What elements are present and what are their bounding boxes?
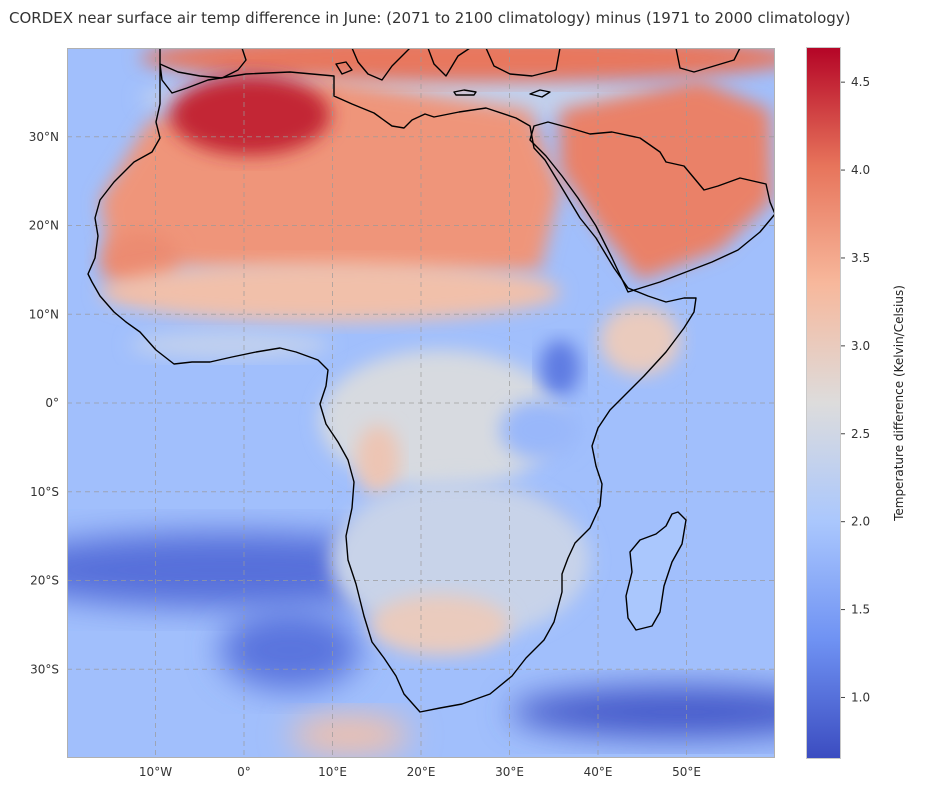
x-axis-ticks: 10°W 0° 10°E 20°E 30°E 40°E 50°E (139, 765, 701, 779)
colorbar-ticks: 1.0 1.5 2.0 2.5 3.0 3.5 4.0 4.5 (841, 75, 870, 704)
field-region-southern-africa (330, 480, 590, 640)
colorbar-frame (806, 47, 841, 759)
x-tick-label: 0° (237, 765, 251, 779)
coastlines (87, 48, 775, 713)
gridlines (67, 48, 775, 758)
colorbar-gradient (806, 47, 841, 759)
field-region-southeast-atlantic-low (220, 610, 360, 690)
colorbar-tick-label: 3.0 (851, 339, 870, 353)
x-tick-label: 20°E (407, 765, 436, 779)
field-region-gulf-of-guinea-coast (130, 331, 330, 359)
coastline-sicily (335, 61, 353, 75)
field-region-madagascar (626, 512, 686, 630)
temperature-field (67, 48, 775, 758)
field-region-southern-indian-ocean-low-band (510, 686, 775, 738)
field-region-algeria-morocco-hot-spot (170, 75, 330, 155)
colorbar-tick-label: 1.5 (851, 603, 870, 617)
chart-title: CORDEX near surface air temp difference … (9, 9, 851, 27)
field-region-east-african-lakes (500, 400, 580, 460)
colorbar: 1.0 1.5 2.0 2.5 3.0 3.5 4.0 4.5 Temperature dif… (806, 47, 906, 759)
y-tick-label: 10°S (30, 485, 59, 499)
x-tick-label: 50°E (672, 765, 701, 779)
map-panel (67, 48, 775, 758)
coastline-cyprus (529, 89, 551, 98)
coastline-arabia (529, 121, 775, 293)
colorbar-tick-label: 3.5 (851, 251, 870, 265)
coastline-africa (87, 63, 697, 713)
x-tick-label: 40°E (584, 765, 613, 779)
colorbar-tick-label: 2.0 (851, 515, 870, 529)
x-tick-label: 10°W (139, 765, 172, 779)
field-region-sahel (100, 262, 560, 322)
coastline-crete (453, 89, 477, 96)
colorbar-tick-label: 4.0 (851, 163, 870, 177)
field-region-middle-east-arabia (560, 80, 772, 280)
coastline-italy-greece (351, 48, 471, 81)
field-region-ethiopian-highlands (540, 340, 580, 396)
coastline-caspian-gulf (675, 48, 741, 73)
field-region-horn-of-africa (600, 305, 680, 375)
coastline-turkey (485, 48, 561, 77)
y-tick-label: 0° (45, 396, 59, 410)
y-tick-label: 10°N (29, 307, 59, 321)
field-region-southern-ocean-warm-patch (290, 715, 410, 755)
map-frame (67, 48, 775, 758)
coastline-southern-europe (159, 48, 247, 79)
y-axis-ticks: 30°N 20°N 10°N 0° 10°S 20°S 30°S (29, 130, 59, 677)
x-tick-label: 10°E (318, 765, 347, 779)
y-tick-label: 30°N (29, 130, 59, 144)
colorbar-tick-label: 1.0 (851, 690, 870, 704)
y-tick-label: 30°S (30, 662, 59, 676)
field-region-angola-highlands (356, 425, 400, 495)
y-tick-label: 20°S (30, 574, 59, 588)
x-tick-label: 30°E (495, 765, 524, 779)
colorbar-tick-label: 2.5 (851, 427, 870, 441)
colorbar-tick-label: 4.5 (851, 75, 870, 89)
colorbar-label: Temperature difference (Kelvin/Celsius) (892, 285, 906, 522)
field-region-kalahari-south-africa-interior (370, 595, 510, 655)
coastline-madagascar (625, 511, 687, 631)
y-tick-label: 20°N (29, 219, 59, 233)
